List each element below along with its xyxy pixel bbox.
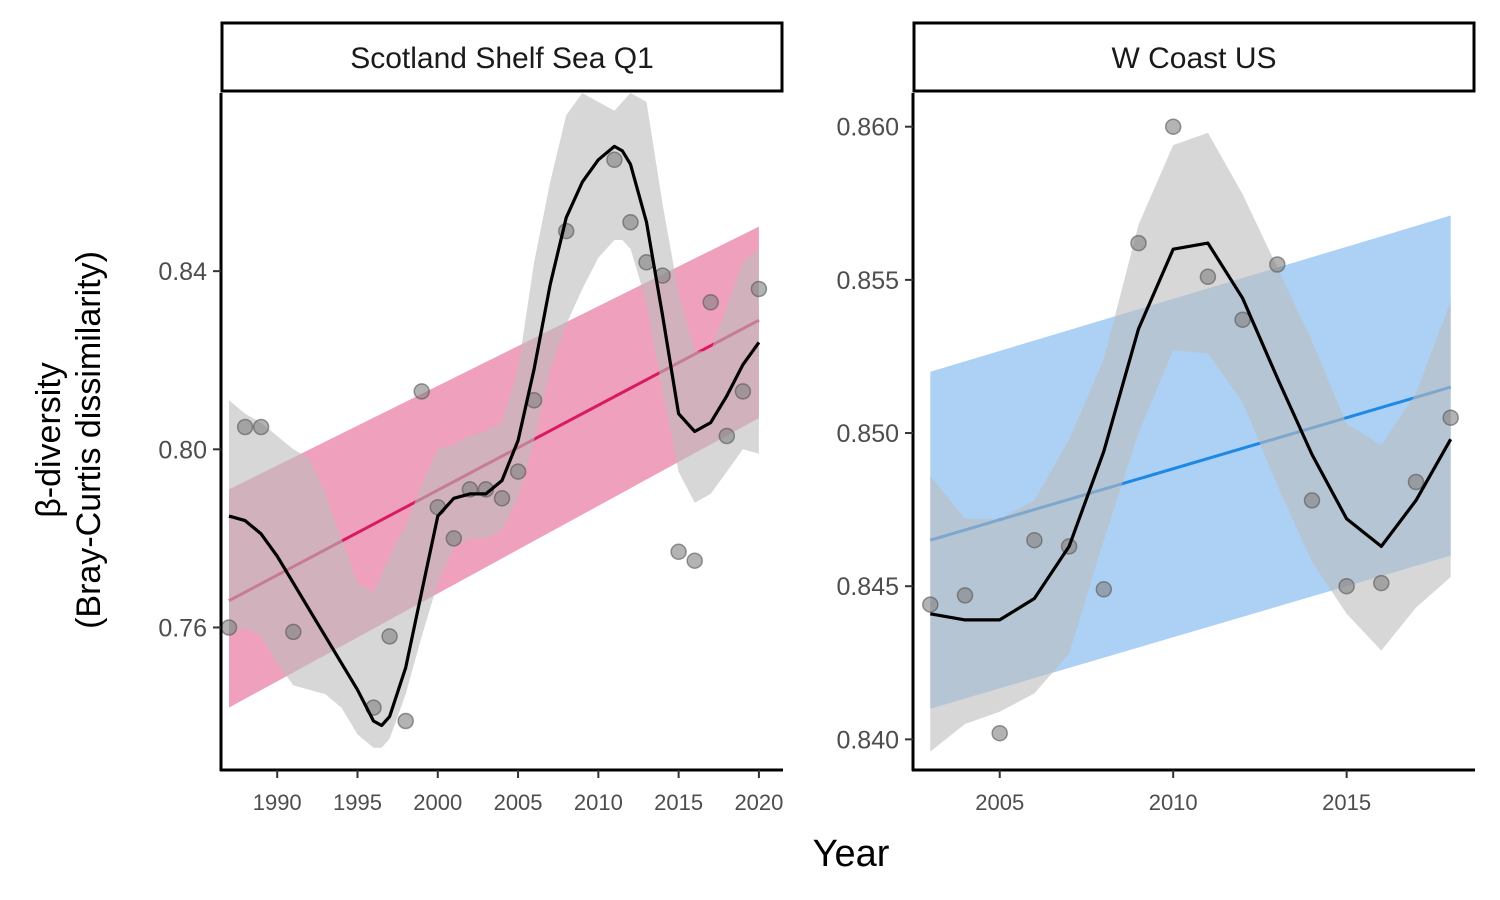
- data-point: [493, 490, 511, 507]
- data-point: [956, 587, 974, 604]
- data-point: [1164, 118, 1182, 135]
- data-point: [686, 552, 703, 569]
- facet-strip-label: Scotland Shelf Sea Q1: [350, 42, 654, 75]
- data-point: [381, 628, 398, 645]
- data-point: [1373, 574, 1390, 592]
- y-tick-label: 0.850: [836, 420, 899, 448]
- smooth-line: [930, 241, 1453, 622]
- smooth-line: [228, 144, 761, 728]
- data-point: [734, 383, 752, 400]
- facet-strip-label: W Coast US: [1111, 42, 1276, 75]
- data-point: [1303, 492, 1321, 509]
- x-tick-label: 2005: [975, 790, 1024, 815]
- data-point: [1407, 473, 1425, 491]
- y-tick-label: 0.840: [836, 726, 899, 754]
- data-point: [252, 418, 270, 436]
- data-point: [236, 418, 254, 436]
- data-point: [285, 623, 302, 641]
- y-tick-label: 0.845: [836, 573, 899, 601]
- x-tick-label: 2015: [654, 790, 703, 815]
- x-tick-label: 2015: [1322, 790, 1371, 815]
- x-tick-label: 2010: [1149, 790, 1198, 815]
- panel-scotland-shelf-sea-q1: Scotland Shelf Sea Q1 0.76 0.80 0.84 1990 199…: [158, 21, 784, 815]
- y-axis-title: β-diversity (Bray-Curtis dissimilarity): [30, 251, 108, 629]
- smooth-band: [930, 132, 1451, 752]
- y-tick-label: 0.80: [158, 436, 207, 464]
- data-point: [622, 213, 639, 231]
- data-point: [445, 530, 463, 547]
- data-point: [220, 619, 238, 636]
- data-point: [1130, 234, 1147, 252]
- x-axis-title: Year: [813, 833, 890, 875]
- data-point: [670, 543, 687, 561]
- data-point: [922, 596, 939, 613]
- facet-strip: [220, 21, 784, 93]
- facet-strip: [912, 21, 1476, 93]
- y-tick-label: 0.855: [836, 267, 899, 295]
- panel-w-coast-us: W Coast US 0.840 0.845 0.850 0.855 0.860 2005 2…: [836, 21, 1476, 815]
- x-tick-label: 2000: [413, 790, 462, 815]
- data-point: [606, 151, 623, 169]
- y-tick-label: 0.860: [836, 114, 899, 142]
- data-point: [397, 712, 414, 730]
- data-point: [702, 294, 719, 311]
- y-axis-title-line2: (Bray-Curtis dissimilarity): [70, 251, 108, 629]
- y-axis-title-line1: β-diversity: [30, 362, 68, 518]
- x-tick-label: 2005: [494, 790, 543, 815]
- data-point: [1442, 409, 1459, 426]
- data-point: [1338, 577, 1355, 595]
- data-point: [718, 427, 736, 445]
- data-point: [413, 383, 430, 400]
- data-point: [1095, 581, 1113, 598]
- x-tick-label: 2010: [574, 790, 623, 815]
- data-point: [750, 280, 768, 298]
- data-point: [509, 463, 527, 480]
- data-point: [1026, 531, 1043, 549]
- y-tick-label: 0.84: [158, 258, 207, 286]
- data-point: [1269, 256, 1286, 273]
- data-point: [1199, 268, 1217, 286]
- data-point: [991, 724, 1008, 742]
- y-tick-label: 0.76: [158, 614, 207, 642]
- data-point: [1234, 311, 1251, 328]
- x-tick-label: 1995: [333, 790, 382, 815]
- x-tick-label: 1990: [253, 790, 302, 815]
- x-tick-label: 2020: [734, 790, 783, 815]
